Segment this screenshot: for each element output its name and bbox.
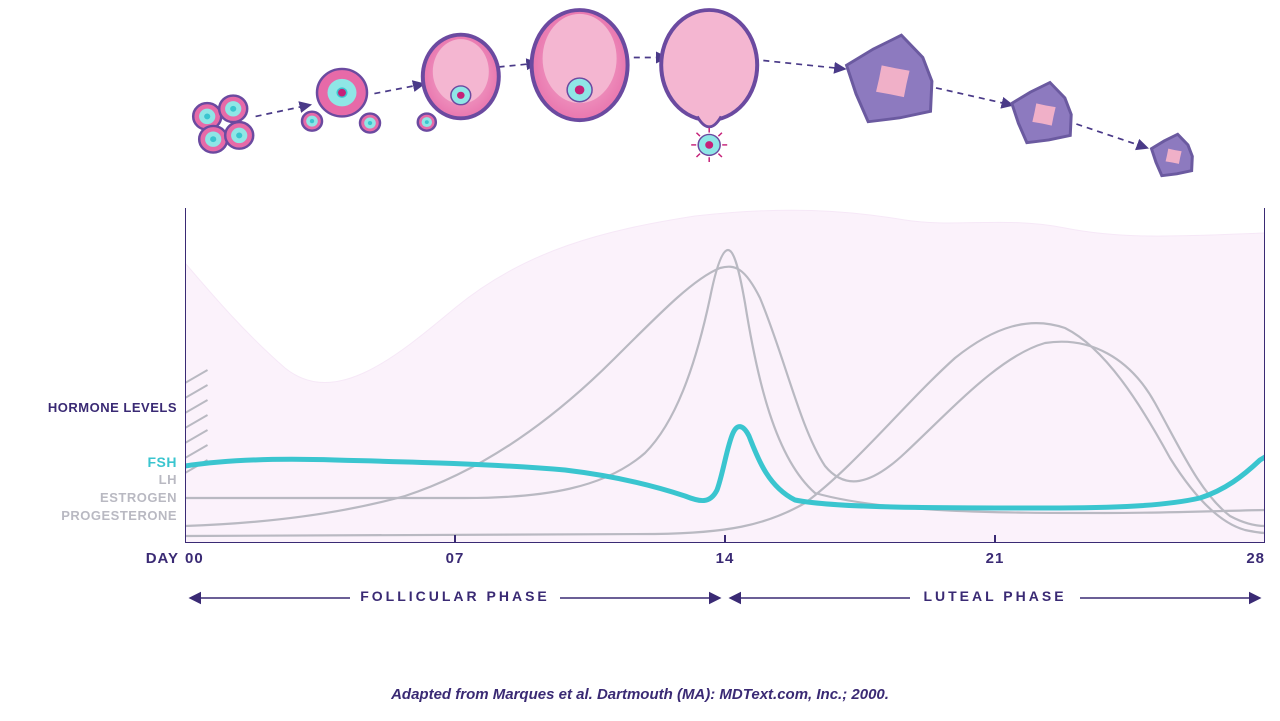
x-tick-7: 07 — [446, 550, 465, 567]
phase-label-follicular: FOLLICULAR PHASE — [360, 588, 550, 604]
x-tick-21: 21 — [986, 550, 1005, 567]
y-axis-title: HORMONE LEVELS — [48, 400, 177, 415]
y-axis-labels: HORMONE LEVELS FSH LH ESTROGEN PROGESTER… — [0, 208, 185, 661]
follicle-corpus3 — [1151, 134, 1192, 175]
chart-plot-area — [185, 208, 1265, 543]
background-area — [185, 210, 1265, 543]
follicle-stage4 — [532, 10, 628, 120]
follicle-ovulation — [661, 10, 757, 162]
legend-lh: LH — [159, 472, 177, 487]
legend-estrogen: ESTROGEN — [100, 490, 177, 505]
legend-fsh: FSH — [148, 454, 178, 470]
citation-text: Adapted from Marques et al. Dartmouth (M… — [0, 686, 1280, 703]
day-label: DAY — [146, 550, 179, 567]
follicle-stage2 — [302, 69, 380, 133]
phase-indicator-row: FOLLICULAR PHASE LUTEAL PHASE — [185, 586, 1265, 614]
x-tick-0: 00 — [185, 550, 204, 567]
phase-label-luteal: LUTEAL PHASE — [923, 588, 1066, 604]
x-axis-ticks: 00 07 14 21 28 — [185, 550, 1265, 574]
follicle-corpus1 — [847, 35, 932, 122]
follicle-cluster — [193, 96, 253, 153]
hormone-chart: HORMONE LEVELS FSH LH ESTROGEN PROGESTER… — [0, 208, 1265, 661]
follicle-corpus2 — [1012, 82, 1071, 142]
follicle-stages-row — [180, 10, 1260, 200]
x-tick-14: 14 — [716, 550, 735, 567]
follicle-stage3 — [418, 35, 499, 131]
x-tick-28: 28 — [1246, 550, 1265, 567]
legend-progesterone: PROGESTERONE — [61, 508, 177, 523]
